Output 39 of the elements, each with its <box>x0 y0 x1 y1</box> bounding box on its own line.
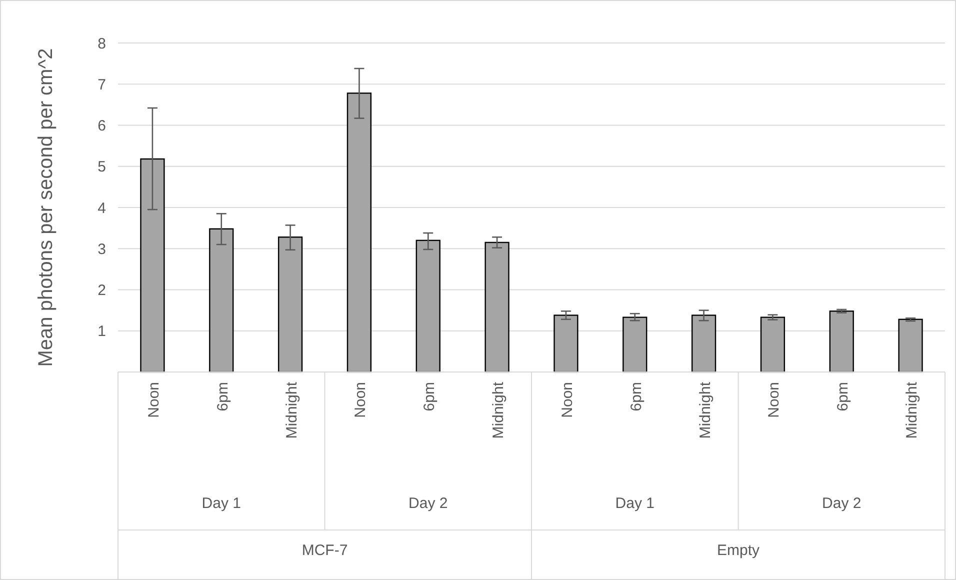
x-tick-label: 6pm <box>421 382 438 412</box>
x-tick-label: Midnight <box>490 381 508 439</box>
y-tick-label: 7 <box>98 76 106 94</box>
y-tick-label: 1 <box>98 323 106 340</box>
bar <box>278 236 303 373</box>
x-tick-label: Midnight <box>696 381 714 439</box>
text: Day 1 <box>202 495 241 512</box>
y-tick-label: 8 <box>98 35 106 52</box>
x-tick-label: 6pm <box>628 382 645 412</box>
x-tick-label: Noon <box>766 382 783 418</box>
text: Day 2 <box>822 495 862 512</box>
bar <box>140 158 165 373</box>
bar <box>554 314 578 373</box>
text: Empty <box>716 542 760 559</box>
bar <box>484 242 510 373</box>
bar <box>829 310 854 373</box>
y-tick-label: 2 <box>98 282 106 299</box>
x-tick-label: Noon <box>352 382 370 418</box>
x-tick-label: 6pm <box>834 382 852 412</box>
bar <box>691 314 716 373</box>
y-tick-label: 4 <box>98 200 106 217</box>
x-tick-label: Noon <box>558 382 576 418</box>
bar <box>760 316 786 373</box>
text: Day 1 <box>615 495 654 512</box>
text: Day 2 <box>408 495 448 512</box>
y-axis-title: Mean photons per second per cm^2 <box>35 48 57 367</box>
x-tick-label: Midnight <box>904 381 921 439</box>
y-tick-label: 5 <box>98 158 106 176</box>
y-tick-label: 6 <box>98 118 106 134</box>
bar <box>209 228 234 373</box>
bar <box>416 240 440 373</box>
bar <box>898 318 923 373</box>
x-tick-label: Noon <box>145 382 162 418</box>
y-tick-label: 3 <box>98 240 106 258</box>
x-tick-label: 6pm <box>214 382 232 412</box>
bar <box>622 316 648 373</box>
text: MCF-7 <box>302 542 348 559</box>
x-tick-label: Midnight <box>283 381 300 439</box>
bar <box>346 92 372 373</box>
